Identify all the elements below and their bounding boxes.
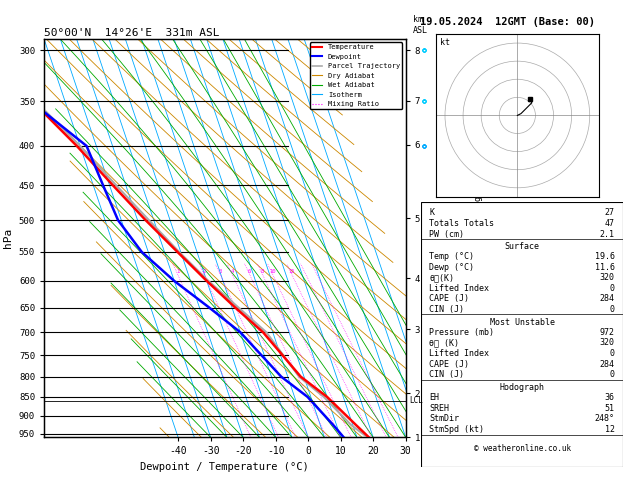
Text: kt: kt xyxy=(440,37,450,47)
Text: PW (cm): PW (cm) xyxy=(430,229,464,239)
Text: 248°: 248° xyxy=(594,415,615,423)
Text: SREH: SREH xyxy=(430,404,450,413)
Text: K: K xyxy=(430,208,435,217)
Text: Lifted Index: Lifted Index xyxy=(430,284,489,293)
Text: Totals Totals: Totals Totals xyxy=(430,219,494,228)
Text: 19.6: 19.6 xyxy=(594,252,615,261)
Text: EH: EH xyxy=(430,393,440,402)
Text: 320: 320 xyxy=(599,273,615,282)
Text: 320: 320 xyxy=(599,338,615,347)
Text: 972: 972 xyxy=(599,328,615,337)
Text: 0: 0 xyxy=(610,284,615,293)
Text: Most Unstable: Most Unstable xyxy=(489,318,555,327)
Text: 2.1: 2.1 xyxy=(599,229,615,239)
Text: 19.05.2024  12GMT (Base: 00): 19.05.2024 12GMT (Base: 00) xyxy=(420,17,595,27)
Text: Lifted Index: Lifted Index xyxy=(430,349,489,358)
Text: CAPE (J): CAPE (J) xyxy=(430,360,469,368)
Text: 36: 36 xyxy=(604,393,615,402)
Text: 8: 8 xyxy=(260,269,264,274)
Text: Dewp (°C): Dewp (°C) xyxy=(430,262,474,272)
Text: Surface: Surface xyxy=(504,242,540,251)
Text: 3: 3 xyxy=(218,269,221,274)
Text: θᴄ (K): θᴄ (K) xyxy=(430,338,459,347)
Text: 284: 284 xyxy=(599,360,615,368)
Text: 4: 4 xyxy=(230,269,233,274)
Text: 0: 0 xyxy=(610,370,615,379)
Legend: Temperature, Dewpoint, Parcel Trajectory, Dry Adiabat, Wet Adiabat, Isotherm, Mi: Temperature, Dewpoint, Parcel Trajectory… xyxy=(310,42,402,109)
Text: Temp (°C): Temp (°C) xyxy=(430,252,474,261)
Text: 11.6: 11.6 xyxy=(594,262,615,272)
Text: CIN (J): CIN (J) xyxy=(430,370,464,379)
Text: 51: 51 xyxy=(604,404,615,413)
Text: StmSpd (kt): StmSpd (kt) xyxy=(430,425,484,434)
Text: 10: 10 xyxy=(269,269,276,274)
Text: km
ASL: km ASL xyxy=(413,16,428,35)
Text: 27: 27 xyxy=(604,208,615,217)
Text: CAPE (J): CAPE (J) xyxy=(430,295,469,303)
X-axis label: Dewpoint / Temperature (°C): Dewpoint / Temperature (°C) xyxy=(140,462,309,472)
Text: LCL: LCL xyxy=(409,396,423,405)
Text: 15: 15 xyxy=(289,269,295,274)
Text: 0: 0 xyxy=(610,305,615,314)
Text: Mixing Ratio (g/kg): Mixing Ratio (g/kg) xyxy=(474,191,482,286)
Text: 50°00'N  14°26'E  331m ASL: 50°00'N 14°26'E 331m ASL xyxy=(44,28,220,38)
Y-axis label: hPa: hPa xyxy=(3,228,13,248)
Text: 0: 0 xyxy=(610,349,615,358)
Text: 6: 6 xyxy=(248,269,251,274)
Text: Hodograph: Hodograph xyxy=(499,383,545,392)
Text: 12: 12 xyxy=(604,425,615,434)
Text: 284: 284 xyxy=(599,295,615,303)
Text: 47: 47 xyxy=(604,219,615,228)
Text: CIN (J): CIN (J) xyxy=(430,305,464,314)
Text: © weatheronline.co.uk: © weatheronline.co.uk xyxy=(474,444,571,453)
Text: 2: 2 xyxy=(202,269,206,274)
Text: StmDir: StmDir xyxy=(430,415,459,423)
Text: θᴄ(K): θᴄ(K) xyxy=(430,273,455,282)
Text: Pressure (mb): Pressure (mb) xyxy=(430,328,494,337)
Text: 1: 1 xyxy=(176,269,179,274)
